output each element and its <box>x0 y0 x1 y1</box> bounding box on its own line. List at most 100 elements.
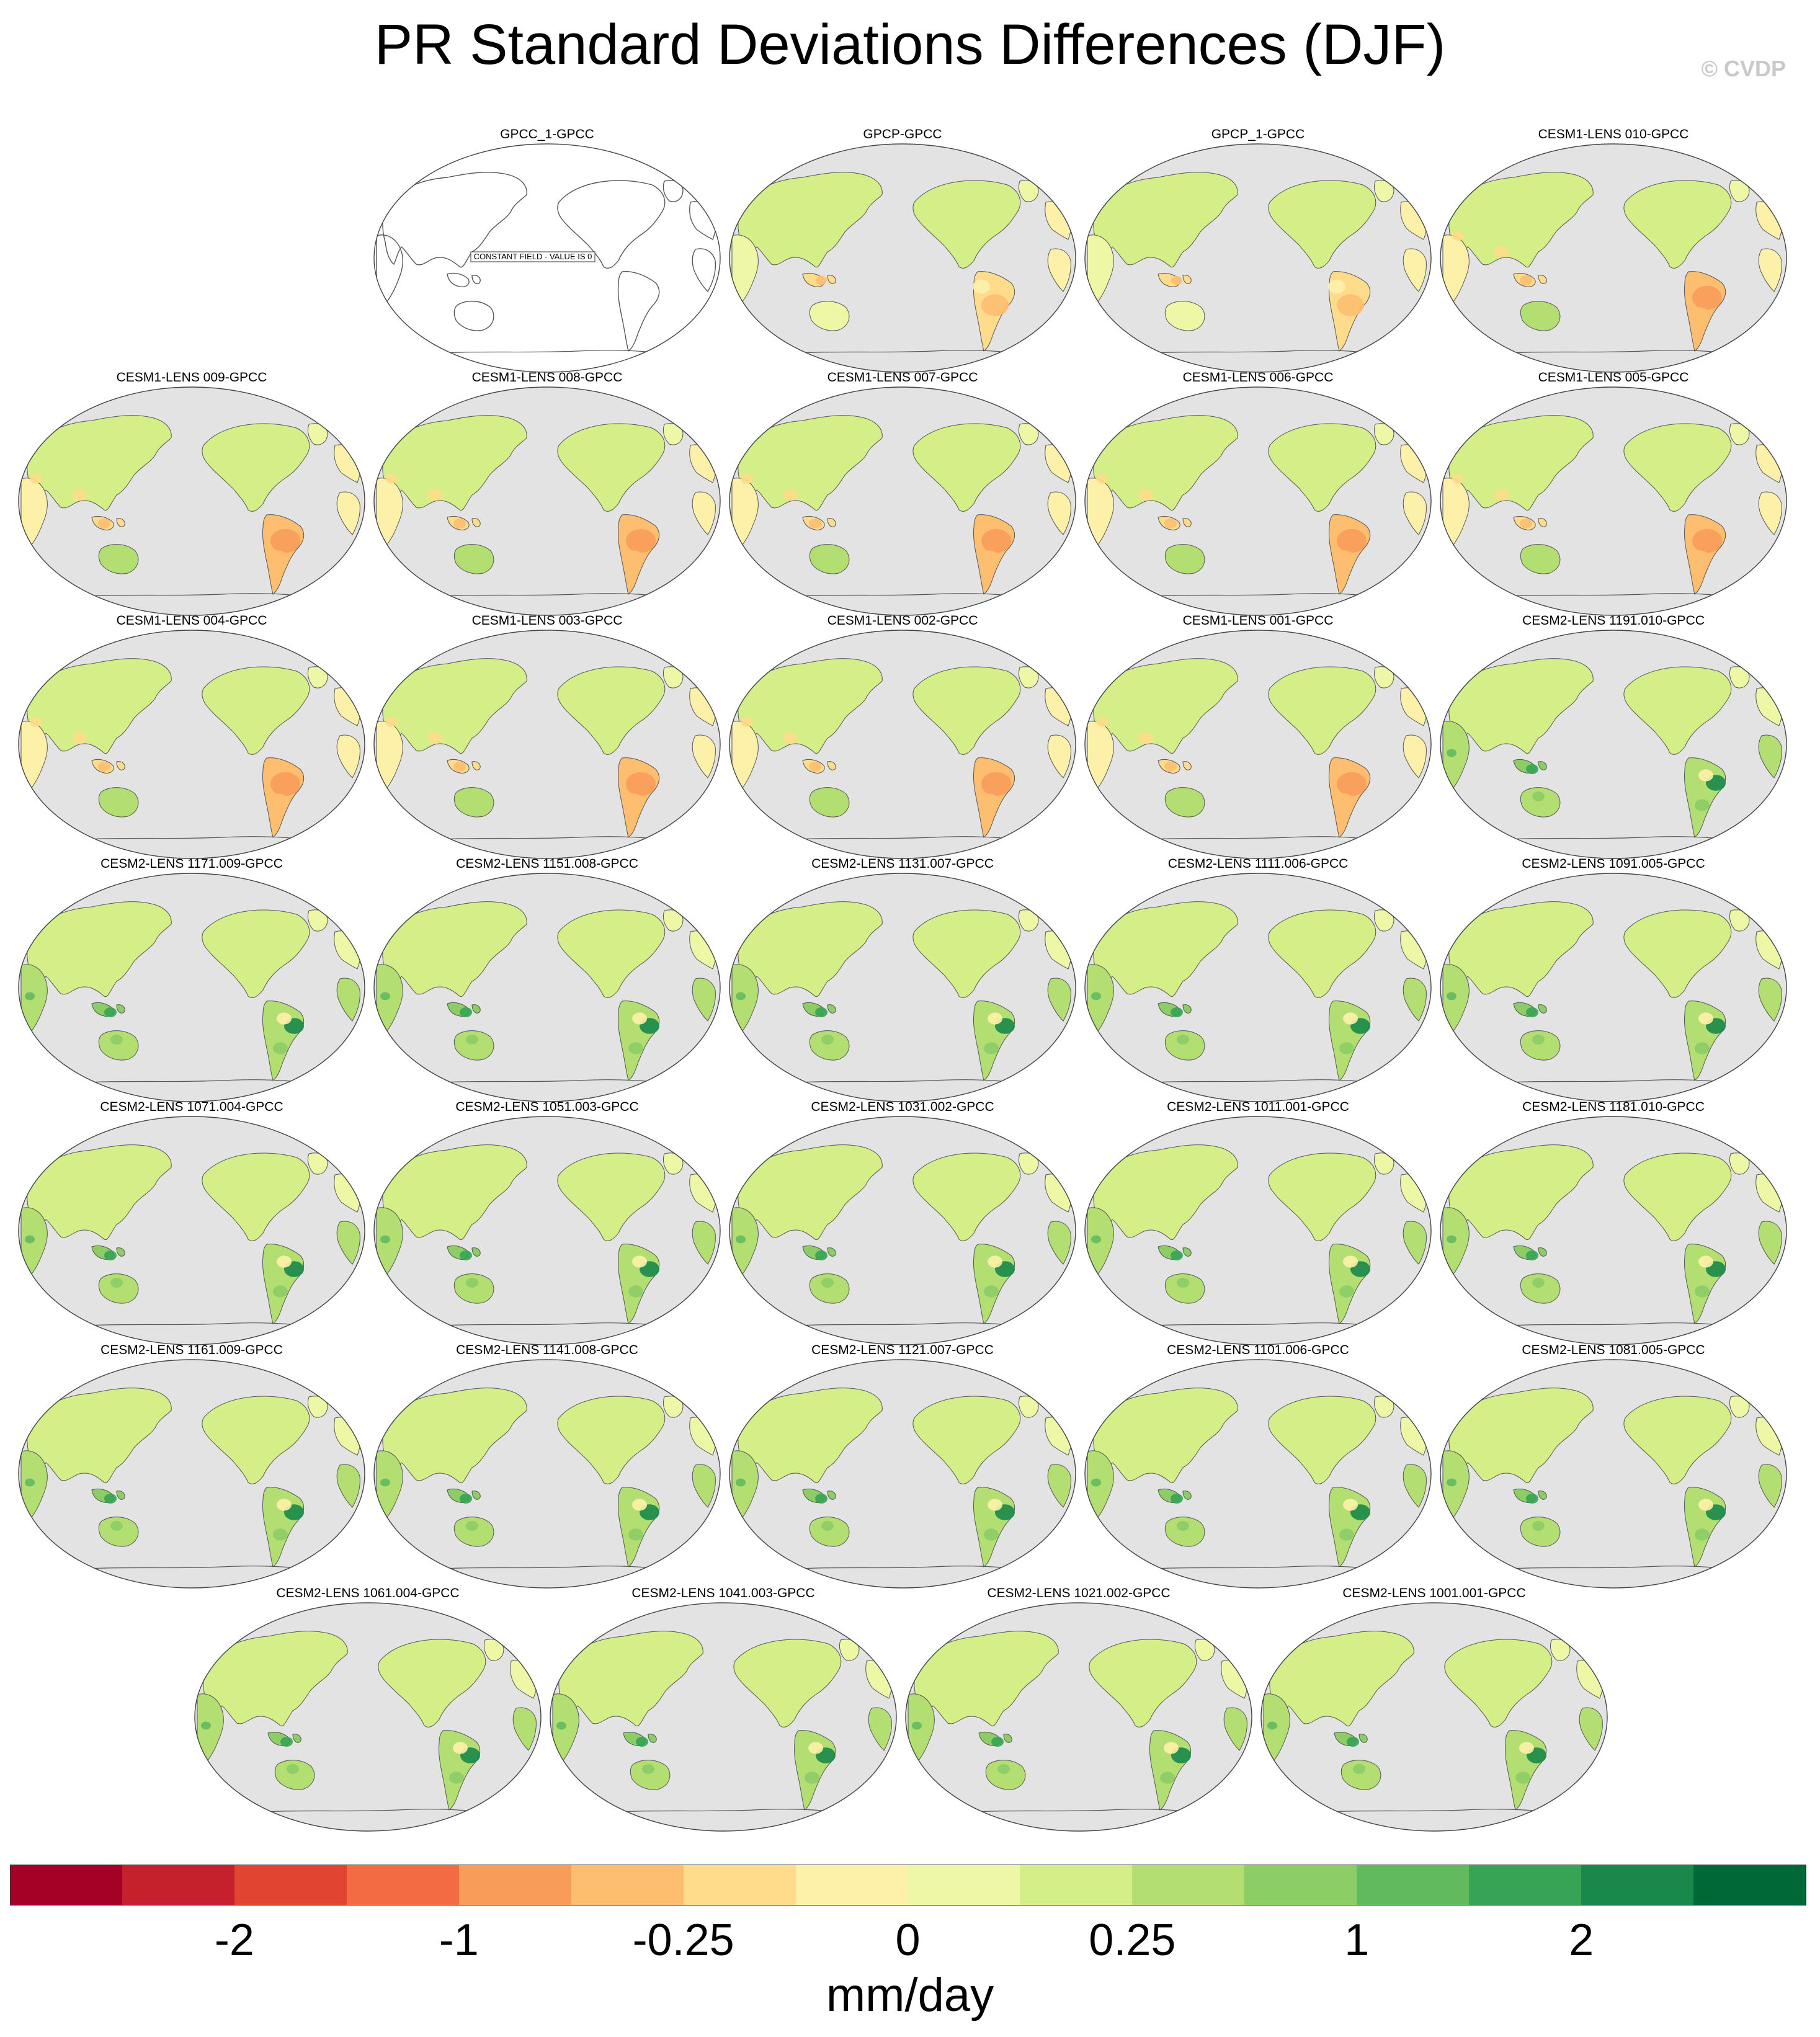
panel-title: CESM2-LENS 1031.002-GPCC <box>811 1100 994 1114</box>
map-panel: GPCC_1-GPCC CONSTANT FIELD - VALUE IS 0 <box>373 127 721 373</box>
land-australia <box>1520 301 1561 331</box>
colorbar <box>10 1865 1806 1906</box>
map-outline <box>1084 873 1432 1102</box>
map-panel: CESM2-LENS 1181.010-GPCC <box>1439 1099 1788 1346</box>
anomaly-patch <box>1532 1035 1545 1045</box>
anomaly-patch <box>1690 550 1710 566</box>
world-map <box>729 1116 1076 1345</box>
map-panel: CESM1-LENS 003-GPCC <box>373 613 721 860</box>
anomaly-patch <box>988 1499 1002 1511</box>
panel-title: CESM1-LENS 001-GPCC <box>1182 613 1334 628</box>
panel-title: CESM2-LENS 1121.007-GPCC <box>811 1343 994 1357</box>
panel-title: CESM1-LENS 003-GPCC <box>471 613 623 628</box>
colorbar-box <box>458 1865 572 1906</box>
land-namerica <box>912 423 1021 512</box>
anomaly-patch <box>25 1235 35 1244</box>
panel-title: CESM2-LENS 1091.005-GPCC <box>1522 857 1705 871</box>
colorbar-box <box>908 1865 1020 1906</box>
land-westafrica <box>692 1221 716 1265</box>
panel-title: CESM1-LENS 007-GPCC <box>827 370 978 385</box>
colorbar-tick-label: -1 <box>439 1915 479 1965</box>
anomaly-patch <box>1347 1737 1359 1747</box>
anomaly-patch <box>988 1255 1002 1268</box>
world-map: CONSTANT FIELD - VALUE IS 0 <box>373 143 721 373</box>
anomaly-patch <box>984 1528 999 1541</box>
land-namerica <box>557 1396 666 1484</box>
land-westafrica <box>1403 978 1427 1022</box>
map-outline <box>1440 1359 1787 1589</box>
land-australia <box>98 1273 139 1304</box>
land-namerica <box>1268 666 1376 755</box>
colorbar-tick-label: -0.25 <box>632 1915 734 1965</box>
anomaly-patch <box>273 1285 288 1298</box>
anomaly-patch <box>809 519 821 528</box>
anomaly-patch <box>1171 1007 1183 1017</box>
colorbar-tick-label: 2 <box>1569 1915 1594 1965</box>
land-australia <box>809 544 850 574</box>
map-outline <box>729 143 1076 373</box>
anomaly-patch <box>1343 1255 1358 1268</box>
anomaly-patch <box>1447 992 1456 1001</box>
anomaly-patch <box>1520 519 1532 528</box>
anomaly-patch <box>736 1235 746 1244</box>
anomaly-patch <box>628 1042 643 1054</box>
map-panel: CESM2-LENS 1001.001-GPCC <box>1260 1585 1608 1832</box>
anomaly-patch <box>1096 474 1109 484</box>
anomaly-patch <box>809 762 821 772</box>
panel-title: CESM1-LENS 009-GPCC <box>116 370 267 385</box>
panel-title: CESM2-LENS 1011.001-GPCC <box>1167 1100 1349 1114</box>
panel-title: CESM2-LENS 1081.005-GPCC <box>1522 1343 1705 1357</box>
world-map <box>1440 1116 1787 1345</box>
anomaly-patch <box>466 1278 478 1288</box>
world-map <box>1440 386 1787 616</box>
land-australia <box>1164 544 1205 574</box>
anomaly-patch <box>1695 1285 1710 1298</box>
colorbar-box <box>346 1865 460 1906</box>
anomaly-patch <box>628 1528 643 1541</box>
map-panel: CESM2-LENS 1041.003-GPCC <box>549 1585 898 1832</box>
panel-title: CESM2-LENS 1001.001-GPCC <box>1342 1586 1526 1600</box>
map-outline <box>373 143 721 373</box>
map-outline <box>905 1602 1252 1832</box>
anomaly-patch <box>1091 1478 1101 1487</box>
map-outline <box>729 873 1076 1102</box>
land-westafrica <box>336 1464 360 1508</box>
map-panel: CESM2-LENS 1101.006-GPCC <box>1084 1342 1432 1589</box>
anomaly-patch <box>1339 1042 1354 1054</box>
map-outline <box>373 873 721 1102</box>
anomaly-patch <box>736 1478 746 1487</box>
land-westafrica <box>1758 734 1782 778</box>
map-outline <box>18 873 365 1102</box>
land-namerica <box>557 909 666 998</box>
colorbar-box <box>1693 1865 1806 1906</box>
map-outline <box>1084 143 1432 373</box>
map-panel: CESM2-LENS 1141.008-GPCC <box>373 1342 721 1589</box>
land-seasia <box>447 272 481 288</box>
panel-title: GPCC_1-GPCC <box>500 127 594 141</box>
colorbar-box <box>1357 1865 1470 1906</box>
world-map <box>373 1116 721 1345</box>
land-australia <box>1164 1517 1205 1547</box>
anomaly-patch <box>997 1764 1010 1774</box>
panel-title: GPCP-GPCC <box>863 127 942 141</box>
anomaly-patch <box>1328 279 1345 294</box>
panel-title: CESM2-LENS 1071.004-GPCC <box>100 1100 283 1114</box>
land-namerica <box>1623 909 1732 998</box>
land-namerica <box>1623 423 1732 512</box>
land-samerica <box>617 271 660 352</box>
anomaly-patch <box>988 1012 1002 1025</box>
panel-title: CESM1-LENS 006-GPCC <box>1182 370 1334 385</box>
world-map <box>905 1602 1252 1832</box>
colorbar-tick-label: 0 <box>895 1915 921 1965</box>
anomaly-patch <box>72 732 87 744</box>
world-map <box>1440 873 1787 1102</box>
land-westafrica <box>692 1464 716 1508</box>
land-westafrica <box>1758 1464 1782 1508</box>
colorbar-box <box>1020 1865 1133 1906</box>
panel-title: CESM2-LENS 1181.010-GPCC <box>1522 1100 1705 1114</box>
anomaly-patch <box>1334 550 1354 566</box>
anomaly-patch <box>636 1737 648 1747</box>
anomaly-patch <box>460 1007 472 1017</box>
anomaly-patch <box>632 1012 647 1025</box>
anomaly-patch <box>1698 1255 1713 1268</box>
